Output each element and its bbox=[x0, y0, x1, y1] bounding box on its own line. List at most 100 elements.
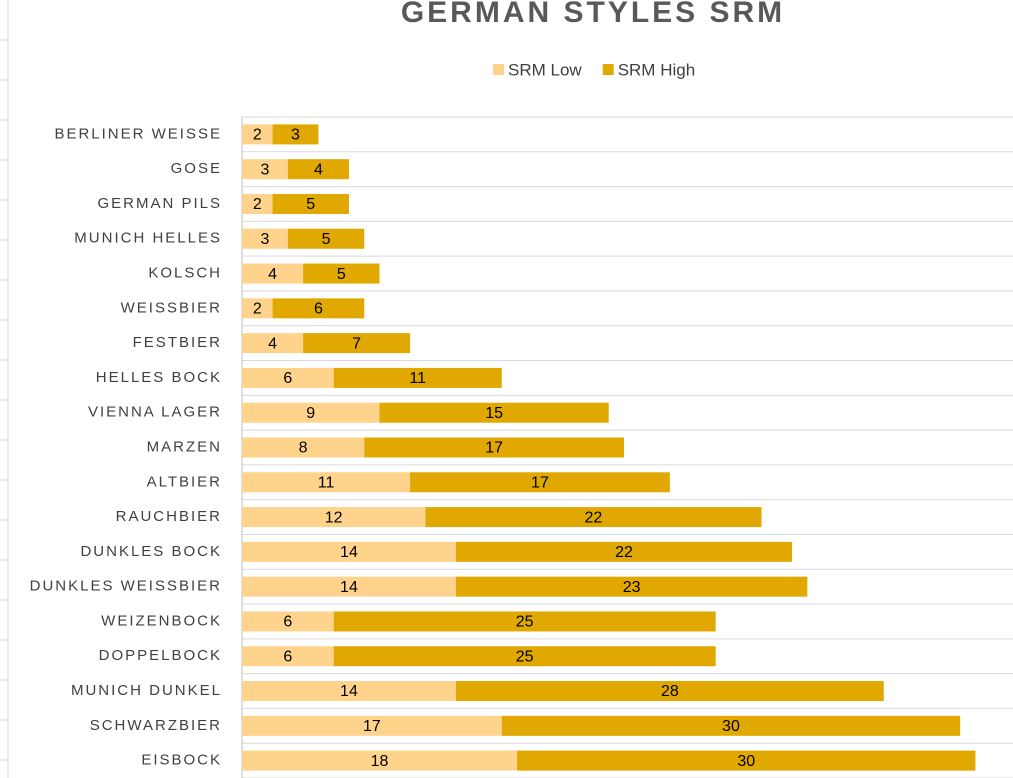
category-label: DOPPELBOCK bbox=[99, 647, 222, 664]
category-label: VIENNA LAGER bbox=[88, 404, 222, 421]
sheet-cells bbox=[0, 0, 9, 778]
data-label: 3 bbox=[291, 127, 300, 144]
bar-segment bbox=[303, 263, 380, 284]
category-label: WEISSBIER bbox=[121, 299, 222, 316]
data-label: 18 bbox=[371, 753, 389, 770]
data-label: 12 bbox=[325, 509, 343, 526]
legend-swatch bbox=[602, 64, 614, 75]
bar-segment bbox=[242, 298, 273, 319]
bar-segment bbox=[272, 298, 365, 319]
data-label: 8 bbox=[299, 440, 308, 457]
data-label: 2 bbox=[253, 127, 262, 144]
bar-segment bbox=[242, 402, 380, 423]
data-label: 28 bbox=[661, 683, 679, 700]
bar-segment bbox=[501, 715, 961, 736]
legend-label: SRM High bbox=[618, 60, 695, 79]
category-label: MUNICH HELLES bbox=[74, 230, 222, 247]
category-label: BERLINER WEISSE bbox=[54, 125, 222, 142]
data-label: 23 bbox=[623, 579, 641, 596]
bar-segment bbox=[242, 124, 273, 145]
category-label: EISBOCK bbox=[141, 752, 222, 769]
category-label: MARZEN bbox=[147, 438, 222, 455]
category-label: SCHWARZBIER bbox=[90, 717, 222, 734]
data-label: 30 bbox=[737, 753, 755, 770]
data-label: 15 bbox=[485, 405, 503, 422]
bar-segment bbox=[242, 367, 334, 388]
bar-segment bbox=[242, 576, 456, 597]
bar-segment bbox=[242, 472, 411, 493]
data-label: 22 bbox=[585, 509, 603, 526]
data-label: 17 bbox=[531, 475, 549, 492]
data-label: 17 bbox=[363, 718, 381, 735]
data-label: 25 bbox=[516, 648, 534, 665]
bar-segment bbox=[272, 193, 349, 214]
bar-segment bbox=[333, 611, 716, 632]
bar-segment bbox=[410, 472, 670, 493]
category-label: FESTBIER bbox=[133, 334, 222, 351]
legend-label: SRM Low bbox=[508, 60, 582, 79]
data-label: 6 bbox=[314, 301, 323, 318]
bar-segment bbox=[242, 541, 456, 562]
data-label: 9 bbox=[306, 405, 315, 422]
bar-segment bbox=[242, 333, 304, 354]
category-label: KOLSCH bbox=[148, 265, 222, 282]
bar-segment bbox=[242, 715, 502, 736]
bar-segment bbox=[242, 263, 304, 284]
bar-segment bbox=[242, 228, 288, 249]
bar-segment bbox=[272, 124, 319, 145]
category-label: GERMAN PILS bbox=[97, 195, 222, 212]
data-label: 11 bbox=[409, 370, 426, 387]
data-label: 3 bbox=[260, 231, 269, 248]
data-label: 14 bbox=[340, 683, 358, 700]
bar-segment bbox=[455, 541, 793, 562]
bar-segment bbox=[333, 367, 502, 388]
data-label: 6 bbox=[283, 614, 292, 631]
bar-segment bbox=[333, 646, 716, 667]
category-label: ALTBIER bbox=[147, 473, 222, 490]
legend-swatch bbox=[493, 64, 504, 75]
category-label: DUNKLES WEISSBIER bbox=[30, 578, 222, 595]
data-label: 4 bbox=[314, 161, 323, 178]
bar-segment bbox=[303, 333, 411, 354]
bar-segment bbox=[242, 507, 426, 528]
bar-segment bbox=[242, 646, 334, 667]
data-label: 17 bbox=[485, 440, 503, 457]
data-label: 6 bbox=[283, 648, 292, 665]
data-label: 3 bbox=[260, 161, 269, 178]
category-label: HELLES BOCK bbox=[96, 369, 222, 386]
bar-segment bbox=[242, 193, 273, 214]
data-label: 30 bbox=[722, 718, 740, 735]
data-label: 6 bbox=[283, 370, 292, 387]
bar-segment bbox=[364, 437, 624, 458]
bar-segment bbox=[379, 402, 609, 423]
data-label: 4 bbox=[268, 266, 277, 283]
bar-segment bbox=[517, 750, 976, 771]
data-label: 7 bbox=[352, 335, 361, 352]
data-label: 2 bbox=[253, 196, 262, 213]
data-label: 14 bbox=[340, 544, 358, 561]
bar-segment bbox=[242, 681, 456, 702]
data-label: 25 bbox=[516, 614, 534, 631]
bar-segment bbox=[242, 437, 365, 458]
category-label: DUNKLES BOCK bbox=[80, 543, 222, 560]
category-label: RAUCHBIER bbox=[116, 508, 222, 525]
bar-segment bbox=[455, 576, 808, 597]
data-label: 5 bbox=[337, 266, 346, 283]
bar-segment bbox=[425, 507, 762, 528]
category-label: MUNICH DUNKEL bbox=[71, 682, 222, 699]
bar-segment bbox=[287, 228, 365, 249]
category-label: WEIZENBOCK bbox=[101, 612, 222, 629]
chart-title: GERMAN STYLES SRM bbox=[401, 0, 785, 29]
bar-segment bbox=[242, 611, 334, 632]
data-label: 22 bbox=[615, 544, 633, 561]
data-label: 5 bbox=[322, 231, 331, 248]
bar-segment bbox=[242, 750, 518, 771]
data-label: 11 bbox=[318, 475, 335, 492]
data-label: 5 bbox=[306, 196, 315, 213]
bar-segment bbox=[287, 159, 349, 180]
data-label: 2 bbox=[253, 301, 262, 318]
data-label: 4 bbox=[268, 335, 277, 352]
data-label: 14 bbox=[340, 579, 358, 596]
